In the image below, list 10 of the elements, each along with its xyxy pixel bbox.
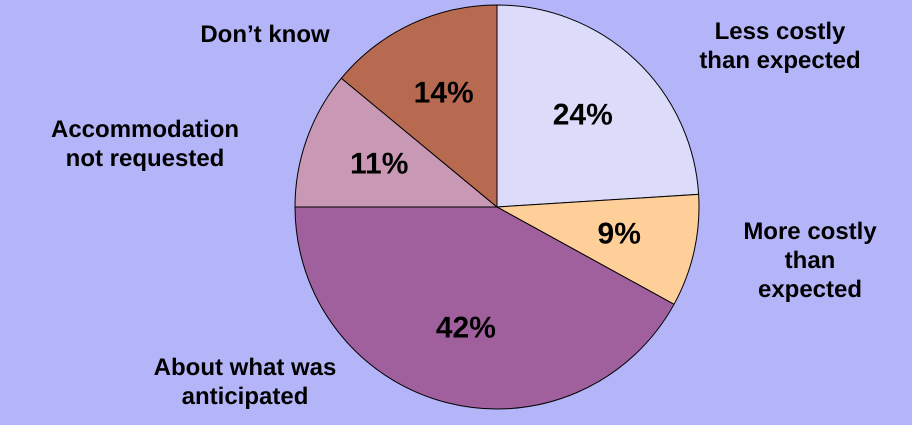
slice-label: More costly than expected (743, 218, 878, 303)
data-label: 11% (350, 148, 408, 181)
data-label: 24% (552, 98, 613, 132)
slice-label: About what was anticipated (154, 354, 336, 410)
slice-label: Less costly than expected (699, 18, 861, 74)
slice-label: Don’t know (200, 21, 330, 48)
data-label: 14% (414, 76, 474, 110)
data-label: 42% (436, 311, 496, 344)
data-label: 9% (598, 217, 641, 250)
slice-label: Accommodation not requested (50, 116, 240, 172)
